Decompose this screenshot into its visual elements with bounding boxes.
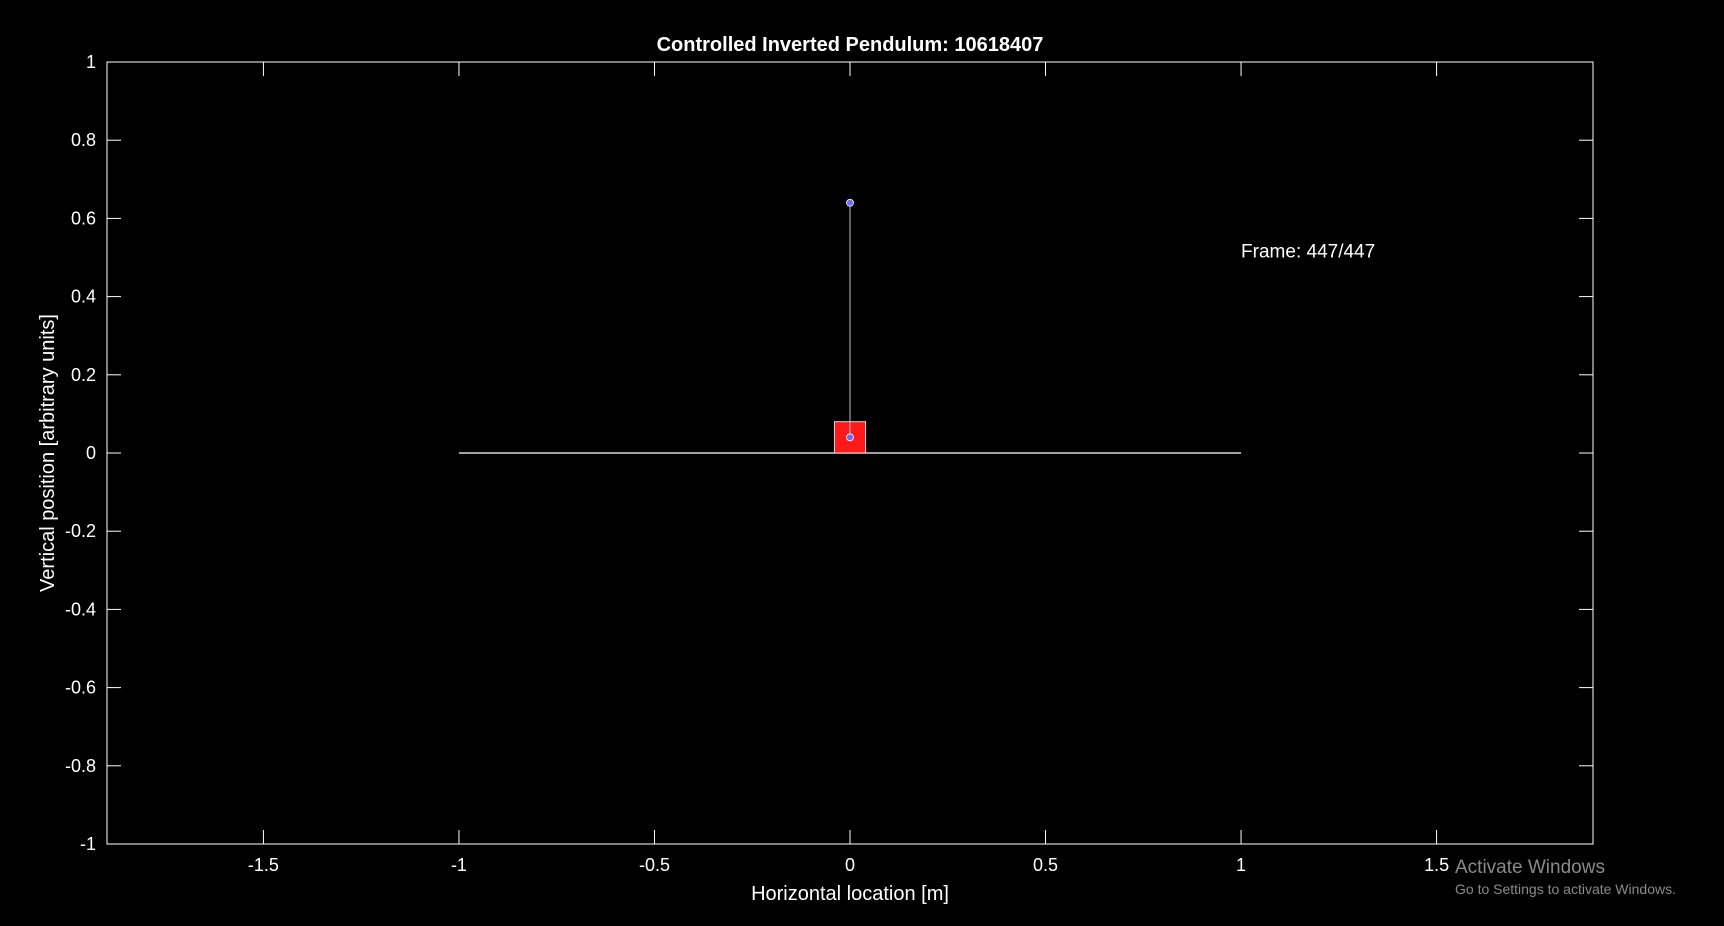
x-axis-label: Horizontal location [m]: [751, 883, 949, 905]
ticks-layer: -1.5 -1 -0.5 0 0.5 1 1.5 -1 -0.8 -0.6 -0.4 -0.2 0 0.2…: [65, 52, 1593, 875]
frame-annotation: Frame: 447/447: [1241, 242, 1375, 263]
x-tick-label: -1: [451, 855, 467, 875]
pendulum-bob-point: [846, 198, 854, 207]
x-tick-label: 1: [1236, 855, 1246, 875]
x-tick-label: -1.5: [248, 855, 279, 875]
chart-title: Controlled Inverted Pendulum: 10618407: [657, 34, 1044, 56]
y-axis-label: Vertical position [arbitrary units]: [37, 314, 59, 592]
x-tick-label: 0: [845, 855, 855, 875]
y-tick-label: 0.6: [71, 208, 96, 228]
y-tick-label: 0.8: [71, 130, 96, 150]
y-tick-label: 0.4: [71, 287, 96, 307]
x-tick-label: 0.5: [1033, 855, 1058, 875]
pendulum-pivot-point: [846, 433, 854, 442]
y-tick-label: -0.4: [65, 599, 96, 619]
activate-windows-title: Activate Windows: [1455, 857, 1605, 878]
x-tick-label: -0.5: [639, 855, 670, 875]
activate-windows-watermark: Activate Windows Go to Settings to activ…: [1455, 856, 1676, 898]
y-tick-label: 0.2: [71, 365, 96, 385]
marks-layer: [458, 198, 1242, 454]
y-tick-label: -1: [80, 834, 96, 854]
x-tick-label: 1.5: [1424, 855, 1449, 875]
y-tick-label: 0: [86, 443, 96, 463]
y-tick-label: -0.8: [65, 756, 96, 776]
y-tick-label: -0.6: [65, 678, 96, 698]
y-tick-label: 1: [86, 52, 96, 72]
y-tick-label: -0.2: [65, 521, 96, 541]
activate-windows-subtitle: Go to Settings to activate Windows.: [1455, 881, 1676, 897]
